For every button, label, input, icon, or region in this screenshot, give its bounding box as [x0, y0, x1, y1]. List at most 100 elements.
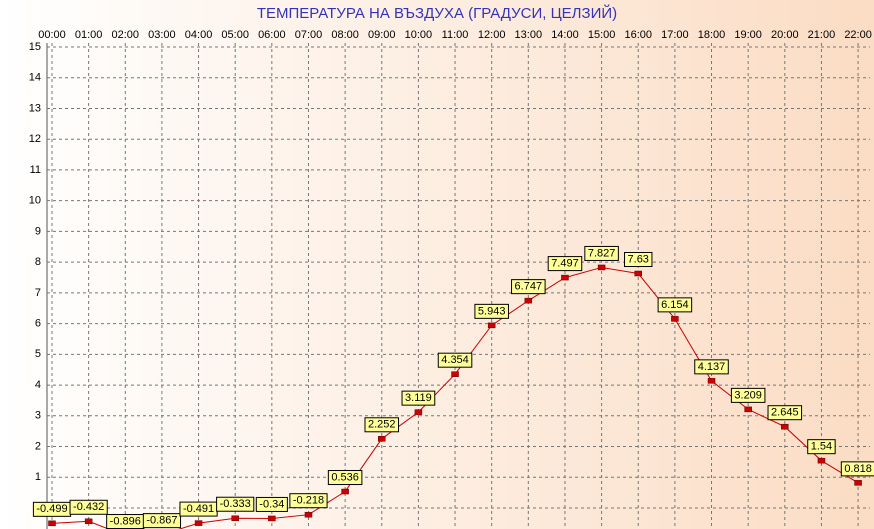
- y-tick-label: 2: [35, 440, 41, 452]
- x-tick-label: 17:00: [661, 29, 689, 41]
- marker: [304, 511, 313, 518]
- y-tick-label: 4: [35, 379, 41, 391]
- data-label: 4.354: [441, 354, 469, 366]
- data-label-box: [624, 252, 653, 268]
- marker: [451, 371, 459, 377]
- marker: [414, 409, 423, 415]
- data-label: 0.536: [331, 471, 359, 483]
- data-label: 2.645: [771, 407, 799, 419]
- x-tick-label: 06:00: [258, 29, 286, 41]
- y-tick-label: 13: [29, 102, 41, 114]
- marker: [194, 520, 203, 526]
- marker: [268, 515, 276, 522]
- x-tick-label: 04:00: [185, 29, 213, 41]
- y-tick-label: 3: [35, 410, 41, 422]
- data-label: -0.491: [183, 503, 214, 515]
- data-label-box: [584, 245, 619, 261]
- y-tick-label: 12: [29, 133, 41, 145]
- marker: [524, 297, 533, 304]
- data-label-box: [840, 461, 874, 477]
- x-tick-label: 13:00: [515, 29, 543, 41]
- data-label: 0.818: [844, 463, 872, 475]
- data-label-box: [547, 256, 583, 272]
- marker: [744, 406, 752, 413]
- marker: [854, 480, 862, 486]
- marker: [84, 518, 93, 525]
- data-label: 3.119: [405, 392, 432, 404]
- data-label-box: [657, 297, 693, 313]
- data-label: 6.747: [515, 281, 543, 293]
- data-label: -0.218: [293, 495, 324, 507]
- data-label-box: [767, 405, 803, 421]
- data-label: -0.499: [36, 503, 67, 515]
- y-tick-label: 15: [29, 41, 41, 53]
- data-label-box: [474, 303, 509, 319]
- data-label: -0.34: [259, 498, 284, 510]
- y-tick-label: 14: [29, 72, 41, 84]
- marker: [48, 520, 56, 527]
- x-tick-label: 15:00: [588, 29, 616, 41]
- data-label-box: [807, 439, 836, 455]
- y-tick-label: 9: [35, 225, 41, 237]
- x-tick-label: 16:00: [624, 29, 652, 41]
- data-label: 7.497: [551, 257, 579, 269]
- y-tick-label: 10: [29, 195, 41, 207]
- data-label-box: [255, 496, 288, 512]
- x-tick-label: 03:00: [148, 29, 176, 41]
- y-tick-label: 11: [30, 164, 41, 176]
- marker: [781, 423, 789, 430]
- marker: [707, 378, 716, 384]
- x-tick-label: 21:00: [808, 29, 836, 41]
- marker: [817, 457, 826, 464]
- data-label: 7.63: [628, 253, 649, 265]
- data-label-box: [142, 513, 182, 529]
- x-tick-label: 10:00: [405, 29, 433, 41]
- x-tick-label: 02:00: [112, 29, 140, 41]
- data-label-box: [511, 279, 546, 295]
- data-label: 4.137: [698, 361, 726, 373]
- data-label-box: [216, 496, 255, 512]
- x-tick-label: 18:00: [698, 29, 726, 41]
- x-tick-label: 00:00: [38, 29, 66, 41]
- data-label: 3.209: [734, 389, 762, 401]
- marker: [597, 264, 606, 271]
- data-label-box: [401, 390, 436, 406]
- data-label: 7.827: [588, 247, 616, 259]
- x-tick-label: 11:00: [442, 29, 469, 41]
- x-tick-label: 01:00: [75, 29, 103, 41]
- data-label-box: [327, 470, 363, 486]
- marker: [671, 316, 679, 322]
- y-tick-label: 5: [35, 348, 41, 360]
- marker: [487, 322, 496, 329]
- x-tick-label: 19:00: [734, 29, 762, 41]
- data-label: -0.432: [73, 501, 104, 513]
- data-label: -0.867: [146, 515, 177, 527]
- marker: [561, 274, 569, 281]
- x-tick-label: 14:00: [551, 29, 579, 41]
- x-tick-label: 07:00: [295, 29, 323, 41]
- x-tick-label: 09:00: [368, 29, 396, 41]
- data-label-box: [364, 417, 400, 433]
- data-label: -0.333: [220, 498, 251, 510]
- data-label-box: [69, 499, 108, 515]
- data-label-box: [437, 352, 473, 368]
- y-tick-label: 6: [35, 318, 41, 330]
- x-tick-label: 20:00: [771, 29, 799, 41]
- data-label-box: [694, 359, 729, 375]
- y-tick-label: 7: [35, 287, 41, 299]
- data-label: 2.252: [368, 419, 396, 431]
- data-label-box: [289, 493, 328, 509]
- x-tick-label: 12:00: [478, 29, 506, 41]
- data-label: 1.54: [811, 441, 832, 453]
- data-label: 6.154: [661, 299, 689, 311]
- x-tick-label: 08:00: [331, 29, 359, 41]
- chart-title: ТЕМПЕРАТУРА НА ВЪЗДУХА (ГРАДУСИ, ЦЕЛЗИЙ): [257, 4, 617, 22]
- marker: [634, 270, 642, 277]
- data-label-box: [730, 387, 766, 403]
- x-tick-label: 22:00: [844, 29, 872, 41]
- data-label: -0.896: [110, 515, 141, 527]
- marker: [378, 436, 386, 442]
- y-tick-label: 8: [35, 256, 41, 268]
